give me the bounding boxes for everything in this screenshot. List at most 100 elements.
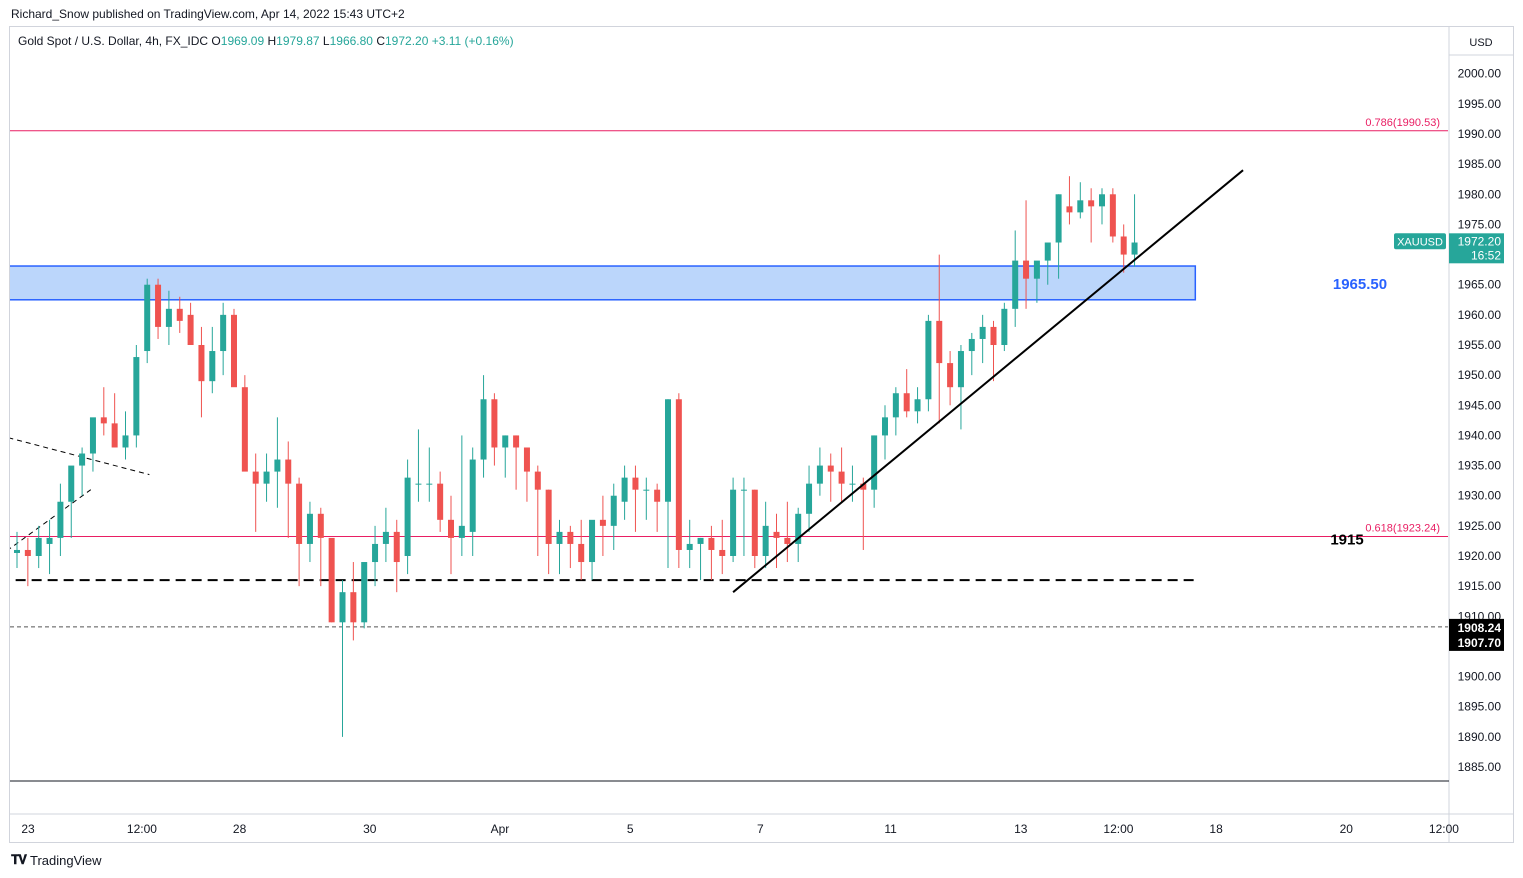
candle-body xyxy=(1088,200,1095,207)
candle-body xyxy=(957,351,964,388)
candle-body xyxy=(79,453,86,466)
candle-body xyxy=(415,483,422,485)
x-tick-label: 13 xyxy=(1014,822,1028,836)
candle-body xyxy=(740,489,747,491)
candle-body xyxy=(903,393,910,412)
candle-body xyxy=(144,284,151,352)
y-tick-label: 1940.00 xyxy=(1458,428,1502,442)
x-tick-label: 12:00 xyxy=(127,822,157,836)
candle-body xyxy=(46,537,53,544)
candle-body xyxy=(990,326,997,345)
candle-body xyxy=(556,531,563,544)
candle-body xyxy=(187,314,194,345)
candle-body xyxy=(89,417,96,454)
candle-body xyxy=(936,320,943,364)
candle-body xyxy=(871,435,878,490)
resistance-zone-label: 1965.50 xyxy=(1333,276,1387,293)
candle-body xyxy=(578,543,585,563)
x-tick-label: 5 xyxy=(627,822,634,836)
candle-body xyxy=(599,519,606,526)
symbol-price-tag xyxy=(1394,233,1446,250)
candle-body xyxy=(838,471,845,484)
candle-body xyxy=(773,531,780,538)
candle-body xyxy=(111,423,118,448)
candle-body xyxy=(68,465,75,502)
high-value: 1979.87 xyxy=(276,34,320,48)
last-price-tag xyxy=(1449,233,1504,264)
candle-body xyxy=(491,399,498,448)
x-tick-label: 23 xyxy=(21,822,35,836)
candle-body xyxy=(643,489,650,491)
candle-body xyxy=(382,531,389,544)
candle-body xyxy=(263,471,270,484)
candle-body xyxy=(458,525,465,538)
x-tick-label: 28 xyxy=(233,822,247,836)
pattern-dashed-line xyxy=(10,437,150,476)
symbol-legend: Gold Spot / U.S. Dollar, 4h, FX_IDC O196… xyxy=(18,34,514,48)
candle-body xyxy=(306,513,313,544)
candle-body xyxy=(426,483,433,485)
x-tick-label: Apr xyxy=(491,822,510,836)
candle-body xyxy=(665,399,671,502)
y-tick-label: 2000.00 xyxy=(1458,67,1502,81)
candle-body xyxy=(882,417,888,436)
candle-body xyxy=(155,284,162,327)
candle-body xyxy=(784,537,791,544)
candle-body xyxy=(448,519,454,538)
candle-body xyxy=(1131,242,1138,255)
currency-label: USD xyxy=(1469,37,1492,49)
candle-body xyxy=(372,543,379,563)
tradingview-logo-icon: 𝐓𝐕 xyxy=(11,852,27,867)
y-tick-label: 1975.00 xyxy=(1458,217,1502,231)
fib-level-label: 0.786(1990.53) xyxy=(1365,117,1440,129)
candle-body xyxy=(1023,260,1030,279)
level-price-tag xyxy=(1449,618,1504,651)
candle-body xyxy=(567,531,574,544)
fib-level-label: 0.618(1923.24) xyxy=(1365,522,1440,534)
candle-body xyxy=(914,399,921,412)
brand-name: TradingView xyxy=(30,852,102,868)
x-tick-label: 12:00 xyxy=(1429,822,1459,836)
support-level-label: 1915 xyxy=(1330,531,1363,548)
candle-body xyxy=(231,314,237,388)
level-price-text: 1907.70 xyxy=(1458,636,1502,650)
candle-body xyxy=(730,489,737,556)
pattern-dashed-line xyxy=(10,489,92,550)
candle-body xyxy=(968,338,975,352)
candle-body xyxy=(675,399,682,550)
countdown-text: 16:52 xyxy=(1471,248,1501,262)
open-value: 1969.09 xyxy=(220,34,265,48)
y-tick-label: 1950.00 xyxy=(1458,368,1502,382)
y-tick-label: 1935.00 xyxy=(1458,459,1502,473)
y-tick-label: 1945.00 xyxy=(1458,398,1502,412)
candle-body xyxy=(925,320,932,400)
low-value: 1966.80 xyxy=(329,34,373,48)
level-price-text: 1908.24 xyxy=(1458,621,1502,635)
candle-body xyxy=(469,459,476,532)
y-tick-label: 1920.00 xyxy=(1458,549,1502,563)
candle-body xyxy=(686,543,693,550)
change-value: +3.11 (+0.16%) xyxy=(431,34,514,48)
candle-body xyxy=(849,483,856,485)
candle-body xyxy=(827,465,834,472)
candle-body xyxy=(209,351,216,382)
candle-body xyxy=(1033,260,1040,279)
y-tick-label: 1965.00 xyxy=(1458,278,1502,292)
candle-body xyxy=(534,471,541,490)
last-price-text: 1972.20 xyxy=(1458,234,1502,248)
y-tick-label: 1925.00 xyxy=(1458,519,1502,533)
symbol-name: Gold Spot / U.S. Dollar, 4h, FX_IDC xyxy=(18,34,209,48)
x-tick-label: 12:00 xyxy=(1103,822,1133,836)
candle-body xyxy=(165,308,172,327)
tradingview-brand[interactable]: 𝐓𝐕 TradingView xyxy=(11,852,102,868)
candle-body xyxy=(697,537,704,544)
candle-body xyxy=(1012,260,1019,309)
candle-body xyxy=(1120,236,1127,255)
y-tick-label: 1930.00 xyxy=(1458,489,1502,503)
x-tick-label: 18 xyxy=(1209,822,1223,836)
x-tick-label: 30 xyxy=(363,822,377,836)
low-label: L xyxy=(322,34,330,48)
candle-body xyxy=(317,513,324,538)
y-tick-label: 1985.00 xyxy=(1458,157,1502,171)
